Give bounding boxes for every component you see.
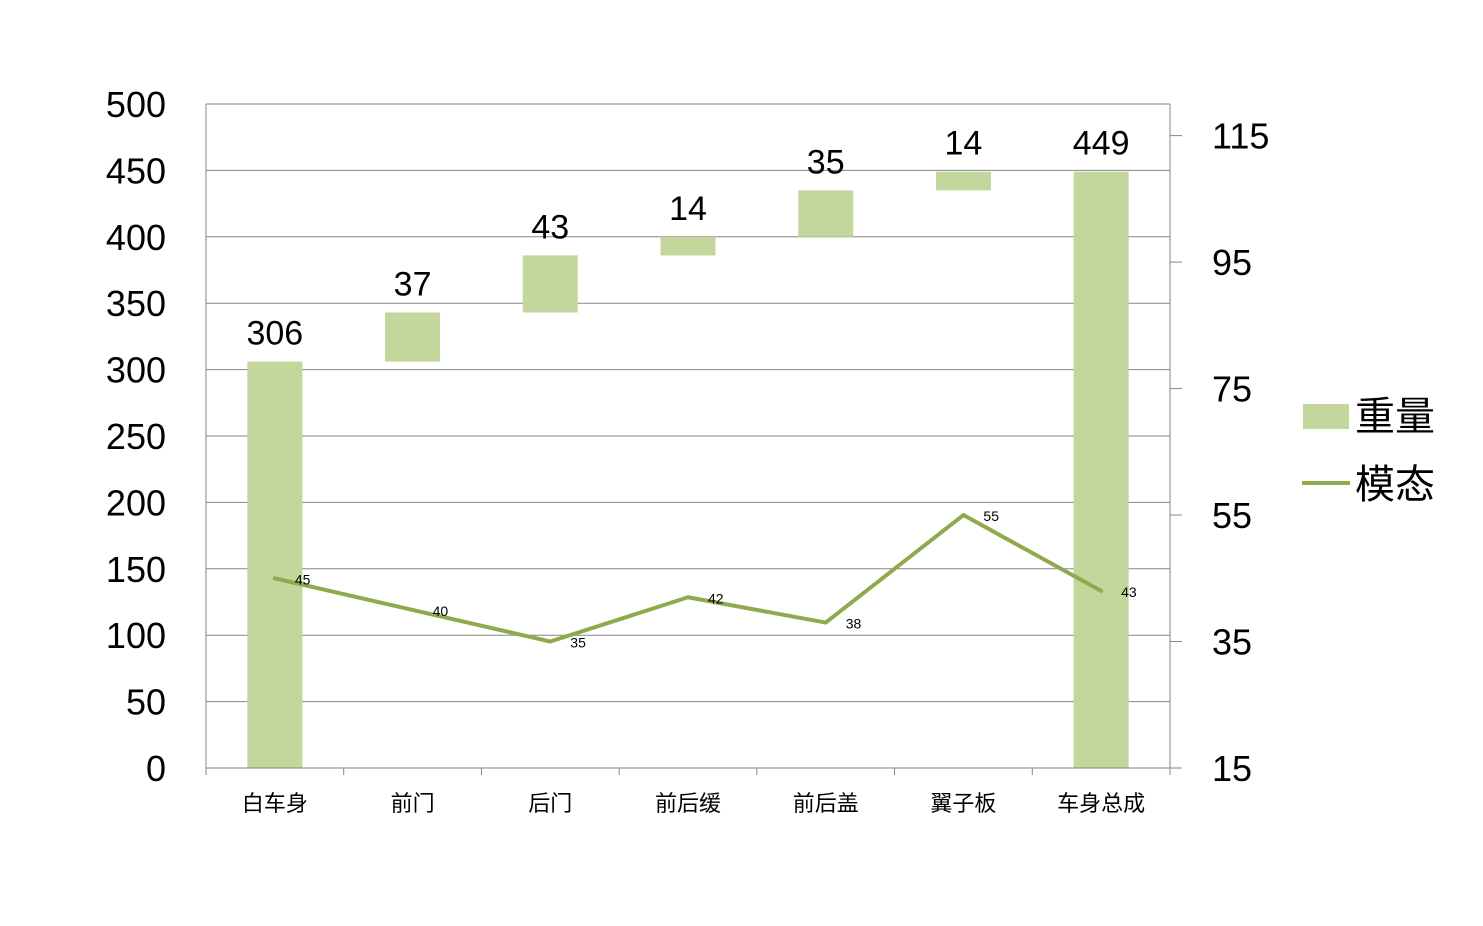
y-right-tick-label: 55 — [1212, 495, 1252, 536]
modal-line-series: 45 40 35 42 38 55 43 — [272, 508, 1137, 651]
modal-point-label: 43 — [1121, 584, 1137, 600]
y-right-tick-label: 95 — [1212, 242, 1252, 283]
weight-bar-label: 14 — [669, 190, 707, 228]
y-right-tick-label: 35 — [1212, 622, 1252, 663]
weight-bar-label: 43 — [531, 208, 569, 246]
weight-bar — [660, 236, 716, 256]
weight-bar-label: 35 — [807, 143, 845, 181]
y-left-tick-label: 100 — [106, 615, 166, 656]
modal-point-label: 45 — [295, 571, 311, 587]
weight-bar-label: 14 — [945, 125, 983, 163]
legend-label-modal: 模态 — [1355, 462, 1435, 508]
weight-bar-label: 306 — [246, 315, 303, 353]
weight-bars — [247, 171, 1129, 768]
legend: 重量 模态 — [1302, 394, 1435, 508]
modal-point — [686, 595, 690, 600]
modal-point-label: 42 — [708, 590, 724, 606]
weight-bar — [385, 312, 441, 362]
weight-bar — [247, 361, 303, 768]
modal-point-label: 35 — [570, 635, 586, 651]
y-left-tick-label: 250 — [106, 416, 166, 457]
modal-point — [961, 513, 966, 518]
x-category-label: 前后盖 — [793, 792, 859, 817]
axes: 0 50 100 150 200 250 300 350 400 450 500 15 35 55 75 95… — [106, 84, 1269, 817]
weight-bar-labels: 306 37 43 14 35 14 449 — [246, 125, 1129, 353]
y-left-tick-label: 500 — [106, 84, 166, 125]
weight-bar-label: 449 — [1073, 125, 1130, 163]
y-right-tick-label: 75 — [1212, 369, 1252, 410]
weight-bar — [1073, 171, 1129, 768]
x-category-label: 前后缓 — [655, 792, 721, 817]
x-category-label: 车身总成 — [1057, 792, 1145, 817]
x-category-label: 前门 — [391, 792, 435, 817]
modal-point — [410, 607, 415, 612]
weight-bar — [935, 171, 991, 191]
modal-point — [272, 576, 277, 581]
modal-point-label: 40 — [433, 603, 449, 619]
modal-line — [274, 513, 1103, 644]
x-category-label: 后门 — [528, 792, 572, 817]
modal-point — [548, 639, 553, 644]
x-category-label: 白车身 — [242, 792, 308, 817]
weight-bar — [798, 190, 854, 237]
legend-swatch-weight — [1303, 404, 1349, 429]
weight-bar — [522, 255, 578, 313]
modal-point-label: 38 — [846, 616, 862, 632]
y-left-tick-label: 0 — [146, 748, 166, 789]
x-category-label: 翼子板 — [930, 792, 996, 817]
y-left-tick-label: 450 — [106, 150, 166, 191]
y-right-tick-label: 115 — [1212, 116, 1269, 157]
modal-point — [823, 620, 828, 625]
y-right-tick-label: 15 — [1212, 748, 1252, 789]
y-left-tick-label: 150 — [106, 549, 166, 590]
modal-point-label: 55 — [983, 508, 999, 524]
y-left-tick-label: 350 — [106, 283, 166, 324]
legend-label-weight: 重量 — [1355, 394, 1435, 440]
y-left-tick-label: 400 — [106, 217, 166, 258]
modal-point — [1099, 588, 1104, 593]
weight-bar-label: 37 — [394, 265, 432, 303]
y-left-tick-label: 300 — [106, 350, 166, 391]
y-left-tick-label: 50 — [126, 682, 166, 723]
y-left-tick-label: 200 — [106, 482, 166, 523]
